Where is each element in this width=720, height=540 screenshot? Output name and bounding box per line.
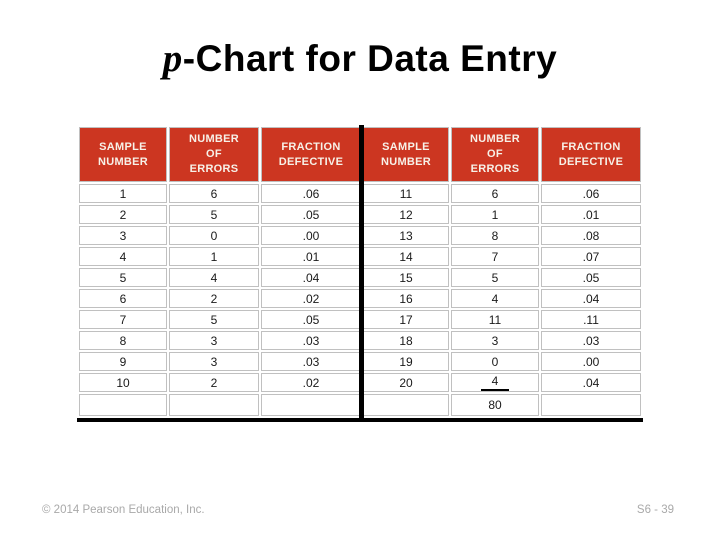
table-cell: 2	[169, 289, 259, 308]
table-cell: 1	[169, 247, 259, 266]
table-cell: 6	[169, 184, 259, 203]
table-cell: 8	[451, 226, 539, 245]
table-cell: .07	[541, 247, 641, 266]
table-cell: 3	[169, 352, 259, 371]
table-row: 10 2.02 20 4 .04	[79, 373, 641, 392]
table-cell: 4	[451, 373, 539, 392]
table-cell: .05	[261, 310, 361, 329]
table-cell: 5	[169, 310, 259, 329]
table-cell: .04	[541, 373, 641, 392]
table-cell	[363, 394, 449, 416]
table-cell: 6	[451, 184, 539, 203]
table-cell: .08	[541, 226, 641, 245]
table-row: 8 3.03 18 3.03	[79, 331, 641, 350]
table-row: 5 4.04 15 5.05	[79, 268, 641, 287]
table-cell: 3	[451, 331, 539, 350]
table-body: 1 6.06 11 6.06 2 5.05 12 1.01 3 0.00 13 8.08 4 1.01 14…	[79, 184, 641, 416]
table-row: 1 6.06 11 6.06	[79, 184, 641, 203]
data-table: SAMPLE NUMBER NUMBER OF ERRORS FRACTION DEFECT…	[77, 125, 643, 418]
column-header: FRACTION DEFECTIVE	[261, 127, 361, 182]
table-cell: 1	[451, 205, 539, 224]
table-cell: 0	[451, 352, 539, 371]
title-text: -Chart for Data Entry	[182, 38, 558, 79]
table-cell: .06	[261, 184, 361, 203]
table-row: 3 0.00 13 8.08	[79, 226, 641, 245]
table-cell: 4	[451, 289, 539, 308]
table-divider-line	[359, 125, 364, 422]
table-cell: 5	[79, 268, 167, 287]
table-cell: 6	[79, 289, 167, 308]
table-cell: 16	[363, 289, 449, 308]
table-cell: 4	[169, 268, 259, 287]
copyright-text: © 2014 Pearson Education, Inc.	[42, 504, 205, 516]
table-cell	[79, 394, 167, 416]
errors-total-cell: 80	[451, 394, 539, 416]
table-cell: 19	[363, 352, 449, 371]
table-cell: .02	[261, 289, 361, 308]
table-cell: .04	[541, 289, 641, 308]
table-cell: 12	[363, 205, 449, 224]
table-row: 9 3.03 19 0.00	[79, 352, 641, 371]
header-row: SAMPLE NUMBER NUMBER OF ERRORS FRACTION DEFECT…	[79, 127, 641, 182]
table-container: SAMPLE NUMBER NUMBER OF ERRORS FRACTION DEFECT…	[77, 125, 643, 422]
sum-underline-value: 4	[480, 374, 510, 391]
column-header: SAMPLE NUMBER	[363, 127, 449, 182]
total-row: 80	[79, 394, 641, 416]
table-cell: 8	[79, 331, 167, 350]
table-cell: 10	[79, 373, 167, 392]
table-cell: 14	[363, 247, 449, 266]
table-row: 7 5.05 17 11.11	[79, 310, 641, 329]
table-cell: 7	[79, 310, 167, 329]
table-cell: 2	[169, 373, 259, 392]
table-cell: 13	[363, 226, 449, 245]
table-cell: 17	[363, 310, 449, 329]
table-cell: .11	[541, 310, 641, 329]
table-cell: 5	[169, 205, 259, 224]
table-cell: .00	[261, 226, 361, 245]
column-header: SAMPLE NUMBER	[79, 127, 167, 182]
table-cell: 11	[363, 184, 449, 203]
table-cell: .04	[261, 268, 361, 287]
table-cell: 15	[363, 268, 449, 287]
title-italic-p: p	[162, 37, 183, 80]
table-cell: .03	[261, 352, 361, 371]
table-cell: .01	[261, 247, 361, 266]
page-title: p-Chart for Data Entry	[0, 36, 720, 81]
table-cell: .03	[261, 331, 361, 350]
table-cell: .00	[541, 352, 641, 371]
table-cell	[169, 394, 259, 416]
table-cell: 20	[363, 373, 449, 392]
table-cell: 0	[169, 226, 259, 245]
table-cell: .03	[541, 331, 641, 350]
column-header: NUMBER OF ERRORS	[169, 127, 259, 182]
table-cell: .05	[261, 205, 361, 224]
table-cell: .01	[541, 205, 641, 224]
table-row: 6 2.02 16 4.04	[79, 289, 641, 308]
table-row: 2 5.05 12 1.01	[79, 205, 641, 224]
table-cell: 1	[79, 184, 167, 203]
table-cell: .06	[541, 184, 641, 203]
table-cell: .02	[261, 373, 361, 392]
column-header: NUMBER OF ERRORS	[451, 127, 539, 182]
table-cell: 4	[79, 247, 167, 266]
table-cell: 18	[363, 331, 449, 350]
table-cell: 9	[79, 352, 167, 371]
table-cell: 3	[79, 226, 167, 245]
table-cell: 7	[451, 247, 539, 266]
table-cell: 2	[79, 205, 167, 224]
table-cell: 3	[169, 331, 259, 350]
table-cell: .05	[541, 268, 641, 287]
table-cell	[541, 394, 641, 416]
table-cell: 5	[451, 268, 539, 287]
column-header: FRACTION DEFECTIVE	[541, 127, 641, 182]
table-cell	[261, 394, 361, 416]
table-row: 4 1.01 14 7.07	[79, 247, 641, 266]
slide-number: S6 - 39	[636, 504, 674, 516]
table-cell: 11	[451, 310, 539, 329]
